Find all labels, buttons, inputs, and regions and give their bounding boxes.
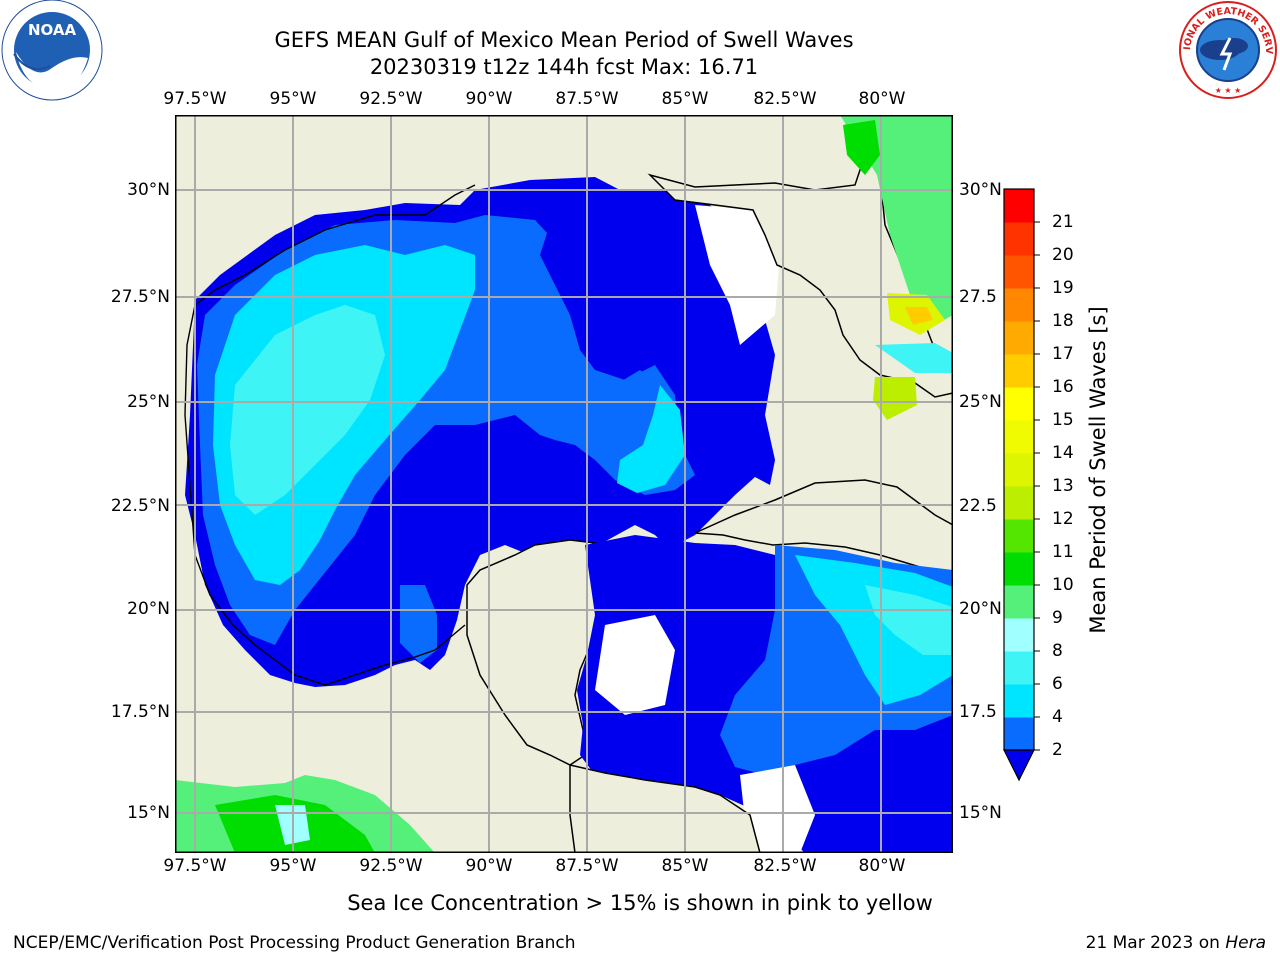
colorbar <box>1003 188 1040 782</box>
lon-tick-bottom: 90°W <box>465 856 513 876</box>
no-data-patch <box>695 205 780 345</box>
lon-tick-top: 95°W <box>269 89 317 109</box>
florida-land <box>647 115 953 398</box>
noaa-logo-text: NOAA <box>28 21 77 39</box>
colorbar-segment <box>1004 420 1034 454</box>
colorbar-tick-label: 9 <box>1052 608 1063 628</box>
lat-tick-left: 22.5°N <box>110 496 170 516</box>
map-title: GEFS MEAN Gulf of Mexico Mean Period of … <box>274 28 854 52</box>
sea-ice-note: Sea Ice Concentration > 15% is shown in … <box>347 891 933 915</box>
colorbar-tick-label: 8 <box>1052 641 1063 661</box>
svg-text:★ ★ ★: ★ ★ ★ <box>1215 86 1242 95</box>
lon-tick-top: 97.5°W <box>163 89 227 109</box>
lat-tick-left: 25°N <box>127 392 170 412</box>
colorbar-tick-label: 21 <box>1052 212 1074 232</box>
colorbar-tick-label: 19 <box>1052 278 1074 298</box>
colorbar-segment <box>1004 387 1034 421</box>
gulf-6-8s-field <box>230 305 385 515</box>
colorbar-segment <box>1004 519 1034 553</box>
colorbar-tick-label: 12 <box>1052 509 1074 529</box>
lon-tick-bottom: 97.5°W <box>163 856 227 876</box>
colorbar-tick-label: 18 <box>1052 311 1074 331</box>
no-data-patch <box>740 765 815 853</box>
colorbar-tick-label: 2 <box>1052 740 1063 760</box>
colorbar-segment <box>1004 222 1034 256</box>
lat-tick-right: 22.5 <box>959 496 997 516</box>
lon-tick-bottom: 85°W <box>661 856 709 876</box>
lat-tick-right: 15°N <box>959 803 1002 823</box>
lon-tick-bottom: 82.5°W <box>753 856 817 876</box>
lon-tick-top: 85°W <box>661 89 709 109</box>
lon-tick-top: 80°W <box>858 89 906 109</box>
colorbar-segment <box>1004 255 1034 289</box>
lat-tick-left: 27.5°N <box>110 287 170 307</box>
colorbar-tick-label: 20 <box>1052 245 1074 265</box>
lat-tick-right: 30°N <box>959 180 1002 200</box>
yucatan-land <box>466 539 621 766</box>
map-subtitle: 20230319 t12z 144h fcst Max: 16.71 <box>369 55 759 79</box>
colorbar-segment <box>1004 321 1034 355</box>
central-america-land <box>569 764 761 853</box>
lat-tick-left: 15°N <box>127 803 170 823</box>
lon-tick-top: 90°W <box>465 89 513 109</box>
colorbar-tick-label: 16 <box>1052 377 1074 397</box>
credit-text: NCEP/EMC/Verification Post Processing Pr… <box>13 933 576 953</box>
colorbar-segment <box>1004 717 1034 751</box>
lon-tick-top: 82.5°W <box>753 89 817 109</box>
nws-logo: NATIONAL WEATHER SERVICE ★ ★ ★ <box>1178 0 1277 99</box>
lon-tick-bottom: 80°W <box>858 856 906 876</box>
cuba-land <box>694 479 953 576</box>
colorbar-tick-label: 10 <box>1052 575 1074 595</box>
colorbar-segment <box>1004 684 1034 718</box>
lon-tick-bottom: 87.5°W <box>555 856 619 876</box>
colorbar-segment <box>1004 189 1034 223</box>
colorbar-tick-label: 11 <box>1052 542 1074 562</box>
lon-tick-bottom: 92.5°W <box>359 856 423 876</box>
lat-tick-right: 25°N <box>959 392 1002 412</box>
no-data-patch <box>595 615 675 715</box>
colorbar-segment <box>1004 552 1034 586</box>
colorbar-segment <box>1004 354 1034 388</box>
colorbar-tick-label: 14 <box>1052 443 1074 463</box>
colorbar-segment <box>1004 651 1034 685</box>
lon-tick-top: 92.5°W <box>359 89 423 109</box>
swell-period-map <box>175 115 953 853</box>
system-name: Hera <box>1225 933 1266 953</box>
gulf-west-coastline <box>184 184 476 686</box>
colorbar-segment <box>1004 585 1034 619</box>
colorbar-tick-label: 4 <box>1052 707 1063 727</box>
lat-tick-right: 20°N <box>959 599 1002 619</box>
lon-tick-bottom: 95°W <box>269 856 317 876</box>
caribbean-4-6s-field <box>795 555 953 705</box>
noaa-logo: NOAA <box>1 0 103 101</box>
colorbar-tick-label: 6 <box>1052 674 1063 694</box>
run-date-text: 21 Mar 2023 on <box>1085 933 1220 953</box>
lat-tick-left: 17.5°N <box>110 702 170 722</box>
colorbar-segment <box>1004 288 1034 322</box>
colorbar-tick-label: 17 <box>1052 344 1074 364</box>
atlantic-9-10s-field <box>840 115 953 325</box>
lat-tick-left: 30°N <box>127 180 170 200</box>
colorbar-segment <box>1004 618 1034 652</box>
lat-tick-right: 27.5 <box>959 287 997 307</box>
colorbar-segment <box>1004 486 1034 520</box>
colorbar-under-extension <box>1003 749 1035 782</box>
lat-tick-left: 20°N <box>127 599 170 619</box>
colorbar-tick-label: 13 <box>1052 476 1074 496</box>
lat-tick-right: 17.5 <box>959 702 997 722</box>
colorbar-label: Mean Period of Swell Waves [s] <box>1086 306 1110 634</box>
map-gridlines <box>175 115 953 853</box>
lon-tick-top: 87.5°W <box>555 89 619 109</box>
colorbar-tick-label: 15 <box>1052 410 1074 430</box>
colorbar-segment <box>1004 453 1034 487</box>
run-date: 21 Mar 2023 on Hera <box>1086 933 1266 953</box>
